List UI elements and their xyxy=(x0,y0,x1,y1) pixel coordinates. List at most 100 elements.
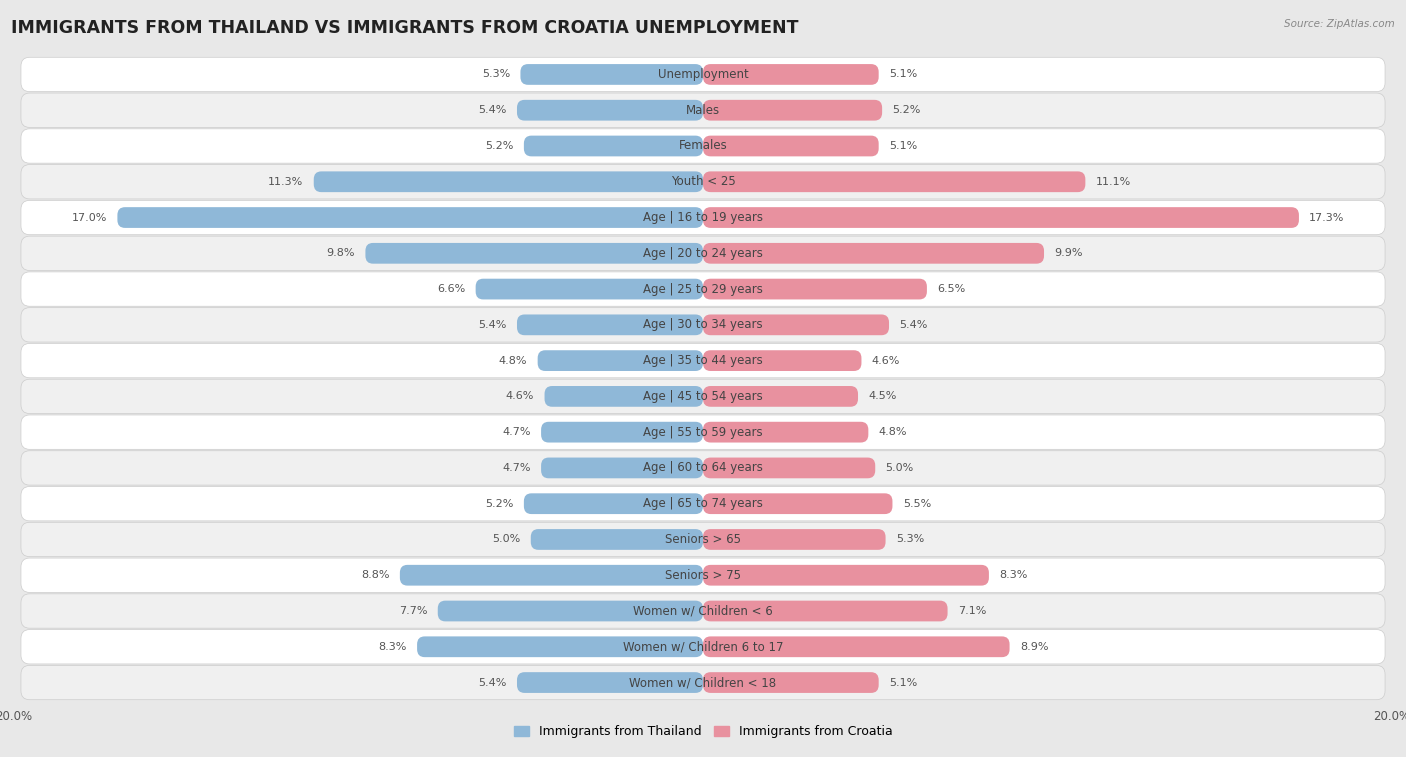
FancyBboxPatch shape xyxy=(544,386,703,407)
FancyBboxPatch shape xyxy=(21,665,1385,699)
Text: 4.5%: 4.5% xyxy=(869,391,897,401)
Text: 5.0%: 5.0% xyxy=(492,534,520,544)
Text: Age | 55 to 59 years: Age | 55 to 59 years xyxy=(643,425,763,438)
FancyBboxPatch shape xyxy=(21,272,1385,307)
Text: 7.1%: 7.1% xyxy=(957,606,986,616)
Text: Women w/ Children 6 to 17: Women w/ Children 6 to 17 xyxy=(623,640,783,653)
FancyBboxPatch shape xyxy=(21,522,1385,556)
FancyBboxPatch shape xyxy=(21,93,1385,127)
Text: 5.1%: 5.1% xyxy=(889,141,917,151)
Text: 8.9%: 8.9% xyxy=(1019,642,1049,652)
FancyBboxPatch shape xyxy=(21,415,1385,450)
FancyBboxPatch shape xyxy=(703,422,869,443)
FancyBboxPatch shape xyxy=(703,207,1299,228)
Text: 5.4%: 5.4% xyxy=(478,105,506,115)
FancyBboxPatch shape xyxy=(21,487,1385,521)
FancyBboxPatch shape xyxy=(703,637,1010,657)
FancyBboxPatch shape xyxy=(520,64,703,85)
Text: 5.1%: 5.1% xyxy=(889,678,917,687)
Legend: Immigrants from Thailand, Immigrants from Croatia: Immigrants from Thailand, Immigrants fro… xyxy=(509,721,897,743)
Text: 4.7%: 4.7% xyxy=(502,463,531,473)
FancyBboxPatch shape xyxy=(703,243,1045,263)
Text: Seniors > 75: Seniors > 75 xyxy=(665,569,741,581)
Text: Age | 45 to 54 years: Age | 45 to 54 years xyxy=(643,390,763,403)
Text: Males: Males xyxy=(686,104,720,117)
Text: 8.3%: 8.3% xyxy=(378,642,406,652)
FancyBboxPatch shape xyxy=(703,672,879,693)
Text: 4.8%: 4.8% xyxy=(499,356,527,366)
Text: 4.6%: 4.6% xyxy=(872,356,900,366)
FancyBboxPatch shape xyxy=(703,350,862,371)
Text: 6.5%: 6.5% xyxy=(938,284,966,294)
Text: 17.0%: 17.0% xyxy=(72,213,107,223)
FancyBboxPatch shape xyxy=(21,379,1385,413)
FancyBboxPatch shape xyxy=(517,100,703,120)
FancyBboxPatch shape xyxy=(21,344,1385,378)
FancyBboxPatch shape xyxy=(475,279,703,300)
FancyBboxPatch shape xyxy=(537,350,703,371)
FancyBboxPatch shape xyxy=(703,494,893,514)
FancyBboxPatch shape xyxy=(314,171,703,192)
FancyBboxPatch shape xyxy=(21,593,1385,628)
Text: 4.7%: 4.7% xyxy=(502,427,531,437)
FancyBboxPatch shape xyxy=(418,637,703,657)
FancyBboxPatch shape xyxy=(703,171,1085,192)
FancyBboxPatch shape xyxy=(21,201,1385,235)
Text: Age | 20 to 24 years: Age | 20 to 24 years xyxy=(643,247,763,260)
FancyBboxPatch shape xyxy=(703,565,988,586)
FancyBboxPatch shape xyxy=(703,64,879,85)
Text: Seniors > 65: Seniors > 65 xyxy=(665,533,741,546)
FancyBboxPatch shape xyxy=(21,558,1385,593)
Text: Women w/ Children < 6: Women w/ Children < 6 xyxy=(633,605,773,618)
Text: 5.4%: 5.4% xyxy=(478,678,506,687)
FancyBboxPatch shape xyxy=(703,136,879,157)
Text: 5.2%: 5.2% xyxy=(485,141,513,151)
FancyBboxPatch shape xyxy=(399,565,703,586)
FancyBboxPatch shape xyxy=(703,314,889,335)
Text: Youth < 25: Youth < 25 xyxy=(671,176,735,188)
FancyBboxPatch shape xyxy=(703,279,927,300)
FancyBboxPatch shape xyxy=(21,58,1385,92)
Text: 5.3%: 5.3% xyxy=(896,534,924,544)
FancyBboxPatch shape xyxy=(117,207,703,228)
FancyBboxPatch shape xyxy=(703,386,858,407)
Text: Unemployment: Unemployment xyxy=(658,68,748,81)
Text: 5.2%: 5.2% xyxy=(893,105,921,115)
Text: 4.8%: 4.8% xyxy=(879,427,907,437)
FancyBboxPatch shape xyxy=(366,243,703,263)
Text: Age | 25 to 29 years: Age | 25 to 29 years xyxy=(643,282,763,295)
Text: 5.4%: 5.4% xyxy=(478,320,506,330)
Text: Source: ZipAtlas.com: Source: ZipAtlas.com xyxy=(1284,19,1395,29)
FancyBboxPatch shape xyxy=(21,307,1385,342)
Text: 6.6%: 6.6% xyxy=(437,284,465,294)
Text: Age | 30 to 34 years: Age | 30 to 34 years xyxy=(643,319,763,332)
FancyBboxPatch shape xyxy=(21,450,1385,485)
Text: Age | 65 to 74 years: Age | 65 to 74 years xyxy=(643,497,763,510)
Text: 5.3%: 5.3% xyxy=(482,70,510,79)
FancyBboxPatch shape xyxy=(524,136,703,157)
Text: 5.1%: 5.1% xyxy=(889,70,917,79)
Text: 5.5%: 5.5% xyxy=(903,499,931,509)
FancyBboxPatch shape xyxy=(517,672,703,693)
FancyBboxPatch shape xyxy=(21,129,1385,164)
FancyBboxPatch shape xyxy=(21,236,1385,270)
FancyBboxPatch shape xyxy=(703,529,886,550)
FancyBboxPatch shape xyxy=(21,164,1385,199)
FancyBboxPatch shape xyxy=(703,600,948,621)
FancyBboxPatch shape xyxy=(703,100,882,120)
FancyBboxPatch shape xyxy=(541,422,703,443)
Text: 5.0%: 5.0% xyxy=(886,463,914,473)
Text: 11.1%: 11.1% xyxy=(1095,177,1130,187)
FancyBboxPatch shape xyxy=(703,457,875,478)
Text: Women w/ Children < 18: Women w/ Children < 18 xyxy=(630,676,776,689)
Text: 11.3%: 11.3% xyxy=(269,177,304,187)
FancyBboxPatch shape xyxy=(524,494,703,514)
Text: 9.9%: 9.9% xyxy=(1054,248,1083,258)
Text: Age | 35 to 44 years: Age | 35 to 44 years xyxy=(643,354,763,367)
Text: 4.6%: 4.6% xyxy=(506,391,534,401)
Text: 5.4%: 5.4% xyxy=(900,320,928,330)
FancyBboxPatch shape xyxy=(21,630,1385,664)
Text: Females: Females xyxy=(679,139,727,152)
FancyBboxPatch shape xyxy=(541,457,703,478)
Text: Age | 16 to 19 years: Age | 16 to 19 years xyxy=(643,211,763,224)
